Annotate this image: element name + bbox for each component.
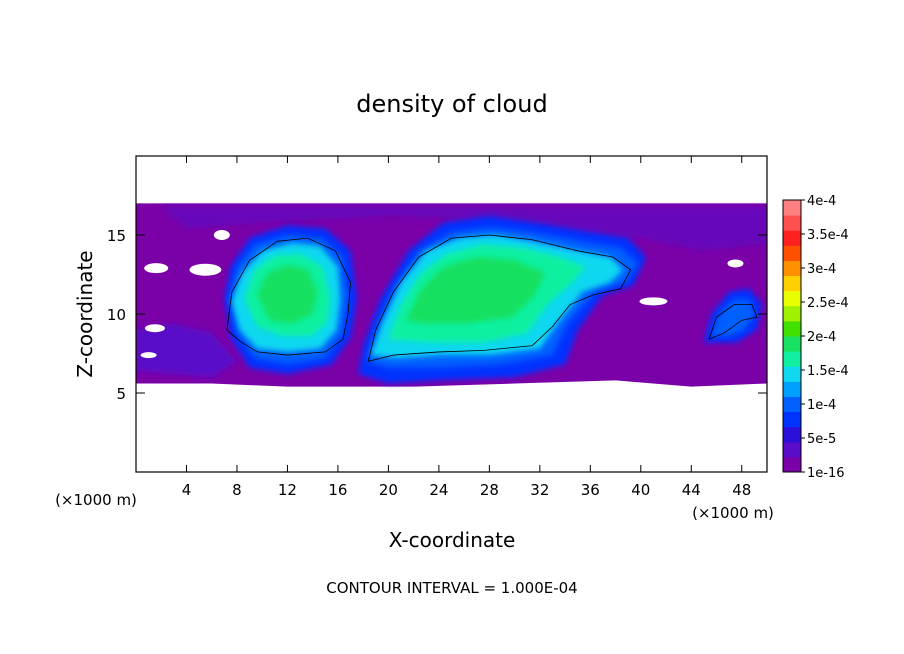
colorbar-swatch <box>783 426 801 443</box>
colorbar: 4e-4 3.5e-4 3e-4 2.5e-4 2e-4 1.5e-4 1e-4 5e-5 1e… <box>782 194 849 481</box>
x-tick-label: 36 <box>581 481 600 499</box>
x-tick-label: 28 <box>480 481 499 499</box>
colorbar-label: 1e-16 <box>807 466 845 481</box>
x-tick-label: 12 <box>278 481 297 499</box>
x-tick-label: 20 <box>379 481 398 499</box>
colorbar-swatch <box>783 441 801 458</box>
x-tick-label: 24 <box>429 481 448 499</box>
contour-line <box>226 237 351 356</box>
colorbar-swatch <box>783 381 801 397</box>
chart-title: density of cloud <box>356 90 547 118</box>
x-unit-left: (×1000 m) <box>55 491 137 509</box>
clear-gap <box>189 263 222 276</box>
colorbar-swatch <box>783 290 801 307</box>
colorbar-label: 3e-4 <box>807 262 836 277</box>
colorbar-swatch <box>783 215 801 231</box>
y-axis-label: Z-coordinate <box>73 250 97 377</box>
clear-gap <box>213 230 230 240</box>
colorbar-swatch <box>783 245 801 261</box>
colorbar-label: 2e-4 <box>807 330 836 345</box>
x-tick-label: 44 <box>682 481 701 499</box>
clear-gap <box>727 259 744 268</box>
colorbar-swatch <box>783 456 801 473</box>
x-axis-label: X-coordinate <box>389 528 516 552</box>
colorbar-swatch <box>783 396 801 413</box>
cloud-patch <box>161 206 767 251</box>
colorbar-label: 4e-4 <box>807 194 836 209</box>
x-unit-right: (×1000 m) <box>692 504 774 522</box>
x-axis: 4 8 12 16 20 24 28 32 36 40 44 48 <box>182 156 751 499</box>
cloud-patch <box>136 323 237 378</box>
colorbar-swatch <box>783 320 801 337</box>
colorbar-swatch <box>783 366 801 382</box>
colorbar-label: 5e-5 <box>807 432 836 447</box>
x-tick-label: 48 <box>732 481 751 499</box>
colorbar-swatch <box>783 305 801 322</box>
colorbar-label: 1e-4 <box>807 398 836 413</box>
cloud-field <box>136 203 767 387</box>
colorbar-swatch <box>783 336 801 352</box>
clear-gap <box>144 324 165 333</box>
contour-line <box>367 234 632 362</box>
colorbar-label: 1.5e-4 <box>807 364 849 379</box>
clear-gap <box>639 297 668 306</box>
left-cell-peak <box>257 265 318 324</box>
colorbar-swatch <box>783 230 801 246</box>
x-tick-label: 16 <box>328 481 347 499</box>
x-tick-label: 40 <box>631 481 650 499</box>
colorbar-swatch <box>783 200 801 216</box>
colorbar-label: 3.5e-4 <box>807 228 849 243</box>
contour-line <box>708 304 758 340</box>
y-axis: 5 10 15 <box>107 227 767 403</box>
small-cell-core <box>711 299 755 337</box>
colorbar-swatch <box>783 260 801 277</box>
y-tick-label: 5 <box>116 385 126 403</box>
x-tick-label: 4 <box>182 481 192 499</box>
colorbar-swatch <box>783 411 801 428</box>
colorbar-swatch <box>783 351 801 367</box>
colorbar-label: 2.5e-4 <box>807 296 849 311</box>
x-tick-label: 8 <box>232 481 242 499</box>
right-cell-peak <box>406 257 545 324</box>
y-tick-label: 10 <box>107 306 126 324</box>
x-tick-label: 32 <box>530 481 549 499</box>
clear-gap <box>140 352 157 359</box>
colorbar-swatch <box>783 275 801 292</box>
y-tick-label: 15 <box>107 227 126 245</box>
clear-gap <box>144 263 169 274</box>
contour-interval-note: CONTOUR INTERVAL = 1.000E-04 <box>326 579 577 597</box>
